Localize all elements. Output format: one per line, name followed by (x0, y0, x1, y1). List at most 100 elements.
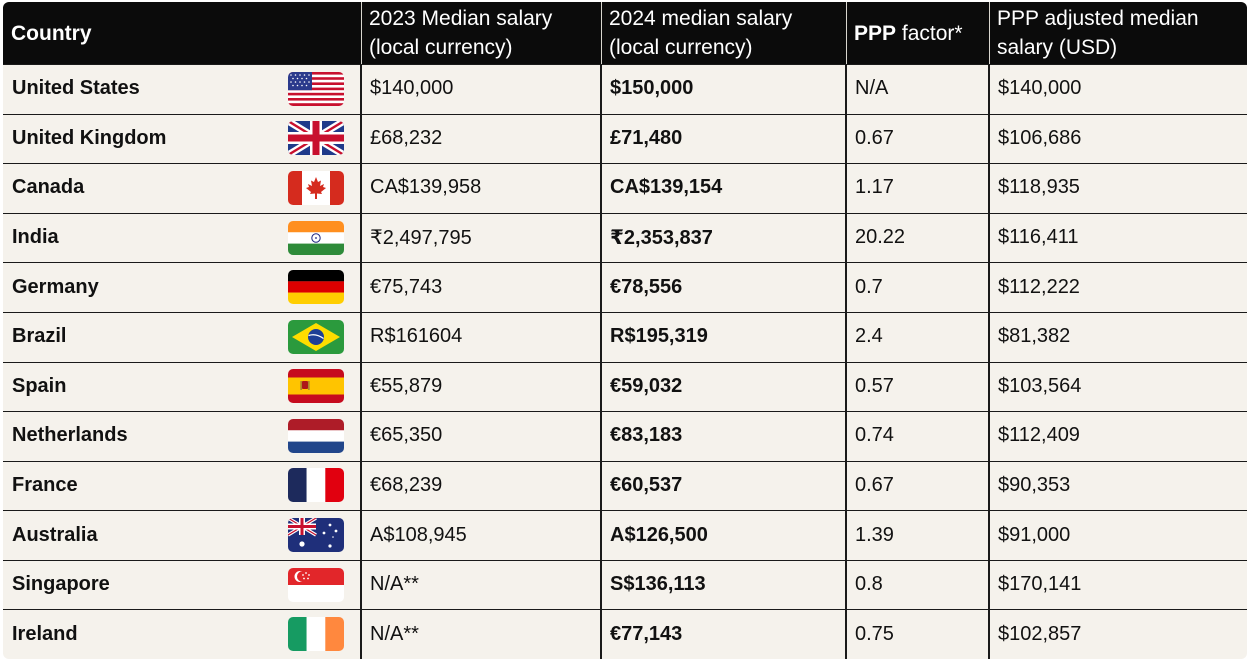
header-median-2024: 2024 median salary (local currency) (601, 2, 846, 64)
adjusted-salary-cell: $90,353 (998, 473, 1071, 496)
header-median-2023-line2: (local currency) (369, 36, 513, 59)
ppp-factor-cell: N/A (855, 77, 889, 100)
median-2023-cell: €68,239 (370, 473, 443, 496)
header-median-2023-line1: 2023 Median salary (369, 7, 553, 30)
header-adjusted-line1: PPP adjusted median (997, 7, 1199, 30)
table-row: Singapore N/A** S$136,113 0.8 $170,141 (3, 559, 1247, 610)
country-name: Brazil (12, 325, 67, 348)
header-adjusted-line2: salary (USD) (997, 36, 1118, 59)
table-row: Canada CA$139,958 CA$139,154 1.17 $118,935 (3, 163, 1247, 213)
ppp-factor-cell: 0.67 (855, 126, 894, 149)
germany-flag-icon (288, 270, 344, 305)
country-name: France (12, 473, 78, 496)
ppp-factor-cell: 1.39 (855, 523, 894, 546)
ppp-factor-cell: 0.7 (855, 275, 883, 298)
median-2023-cell: CA$139,958 (370, 176, 482, 199)
adjusted-salary-cell: $140,000 (998, 77, 1082, 100)
country-name: Singapore (12, 573, 110, 596)
salary-table: Country 2023 Median salary (local curren… (3, 2, 1247, 659)
header-adjusted: PPP adjusted median salary (USD) (989, 2, 1247, 64)
country-name: Germany (12, 275, 99, 298)
ppp-factor-cell: 2.4 (855, 325, 883, 348)
table-row: United Kingdom £68,232 £71,480 0.67 $106,68… (3, 113, 1247, 164)
us-flag-icon (288, 71, 344, 106)
table-row: Brazil R$161604 R$195,319 2.4 $81,382 (3, 311, 1247, 362)
median-2024-cell: €59,032 (610, 374, 683, 397)
median-2024-cell: £71,480 (610, 126, 683, 149)
header-divider (361, 2, 362, 64)
ppp-factor-cell: 0.8 (855, 573, 883, 596)
header-median-2023: 2023 Median salary (local currency) (361, 2, 601, 64)
table-row: Spain €55,879 €59,032 0.57 $103,564 (3, 361, 1247, 412)
median-2023-cell: A$108,945 (370, 523, 467, 546)
country-name: United Kingdom (12, 126, 167, 149)
header-divider (846, 2, 847, 64)
adjusted-salary-cell: $116,411 (998, 226, 1079, 249)
country-name: United States (12, 77, 140, 100)
median-2024-cell: S$136,113 (610, 573, 706, 596)
spain-flag-icon (288, 369, 344, 404)
ppp-factor-cell: 20.22 (855, 226, 906, 249)
median-2023-cell: €75,743 (370, 275, 443, 298)
median-2023-cell: ₹2,497,795 (370, 227, 472, 250)
header-ppp-rest: factor* (896, 21, 963, 45)
country-name: India (12, 226, 59, 249)
country-name: Ireland (12, 622, 78, 645)
header-median-2024-line2: (local currency) (609, 36, 753, 59)
adjusted-salary-cell: $112,409 (998, 424, 1080, 447)
median-2023-cell: N/A** (370, 573, 419, 596)
ppp-factor-cell: 0.74 (855, 424, 894, 447)
netherlands-flag-icon (288, 418, 344, 453)
header-ppp-factor: PPP factor* (846, 2, 989, 64)
table-row: Australia A$108,945 A$126,500 1.39 $91,000 (3, 510, 1247, 560)
france-flag-icon (288, 468, 344, 503)
median-2024-cell: $150,000 (610, 77, 694, 100)
adjusted-salary-cell: $102,857 (998, 622, 1082, 645)
adjusted-salary-cell: $91,000 (998, 523, 1071, 546)
australia-flag-icon (288, 518, 344, 553)
column-divider (845, 64, 847, 659)
median-2023-cell: €65,350 (370, 424, 443, 447)
adjusted-salary-cell: $106,686 (998, 126, 1082, 149)
country-name: Spain (12, 374, 67, 397)
header-divider (601, 2, 602, 64)
adjusted-salary-cell: $103,564 (998, 374, 1082, 397)
median-2024-cell: R$195,319 (610, 325, 708, 348)
median-2024-cell: €60,537 (610, 473, 683, 496)
ppp-factor-cell: 1.17 (855, 176, 894, 199)
table-row: Ireland N/A** €77,143 0.75 $102,857 (3, 609, 1247, 659)
singapore-flag-icon (288, 567, 344, 602)
median-2024-cell: CA$139,154 (610, 176, 723, 199)
country-name: Canada (12, 176, 85, 199)
median-2023-cell: N/A** (370, 622, 419, 645)
median-2024-cell: €78,556 (610, 275, 683, 298)
header-ppp-bold: PPP (854, 21, 897, 45)
median-2024-cell: €83,183 (610, 424, 683, 447)
median-2023-cell: $140,000 (370, 77, 454, 100)
canada-flag-icon (288, 170, 344, 205)
median-2023-cell: €55,879 (370, 374, 443, 397)
header-country: Country (11, 21, 92, 45)
table-row: Germany €75,743 €78,556 0.7 $112,222 (3, 262, 1247, 312)
column-divider (600, 64, 602, 659)
country-name: Australia (12, 523, 98, 546)
adjusted-salary-cell: $170,141 (998, 573, 1082, 596)
median-2024-cell: ₹2,353,837 (610, 227, 713, 250)
ppp-factor-cell: 0.57 (855, 374, 894, 397)
table-row: United States $140,000 $150,000 N/A $140,00… (3, 64, 1247, 114)
table-header: Country 2023 Median salary (local curren… (3, 2, 1247, 64)
ireland-flag-icon (288, 617, 344, 652)
header-median-2024-line1: 2024 median salary (609, 7, 793, 30)
adjusted-salary-cell: $81,382 (998, 325, 1071, 348)
median-2023-cell: R$161604 (370, 325, 463, 348)
table-row: Netherlands €65,350 €83,183 0.74 $112,409 (3, 411, 1247, 461)
median-2024-cell: €77,143 (610, 622, 683, 645)
header-divider (989, 2, 990, 64)
median-2024-cell: A$126,500 (610, 523, 708, 546)
ppp-factor-cell: 0.75 (855, 622, 894, 645)
country-name: Netherlands (12, 424, 128, 447)
ppp-factor-cell: 0.67 (855, 473, 894, 496)
column-divider (988, 64, 990, 659)
column-divider (360, 64, 362, 659)
median-2023-cell: £68,232 (370, 126, 443, 149)
